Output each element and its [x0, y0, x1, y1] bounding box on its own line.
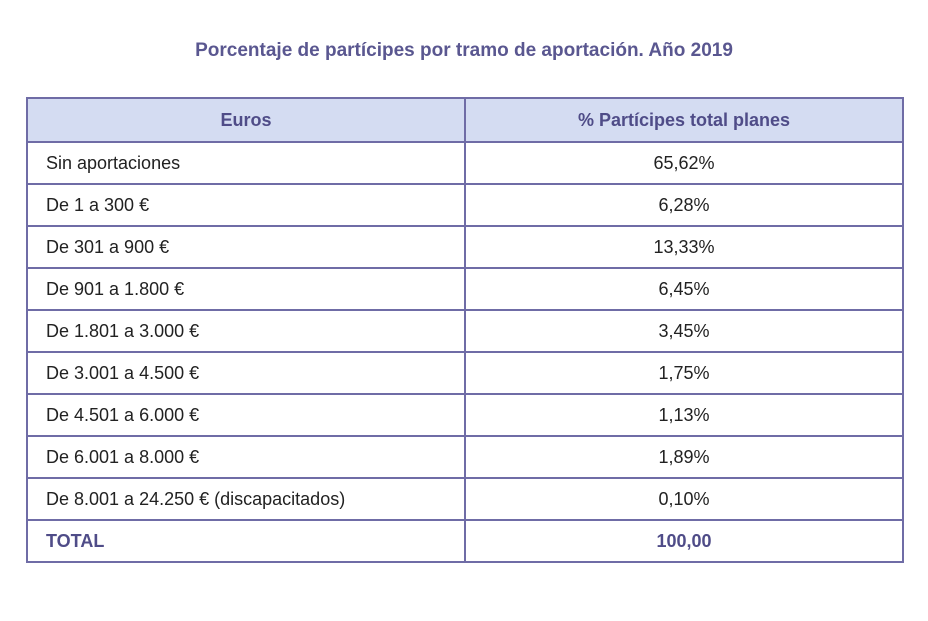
participants-table: Euros % Partícipes total planes Sin apor… — [26, 97, 904, 563]
percent-cell: 6,45% — [464, 267, 904, 311]
percent-cell: 1,75% — [464, 351, 904, 395]
percent-cell: 0,10% — [464, 477, 904, 521]
column-header-euros: Euros — [26, 97, 466, 143]
tramo-cell: De 901 a 1.800 € — [26, 267, 466, 311]
percent-cell: 3,45% — [464, 309, 904, 353]
tramo-cell: De 6.001 a 8.000 € — [26, 435, 466, 479]
tramo-cell: De 1.801 a 3.000 € — [26, 309, 466, 353]
tramo-cell: De 8.001 a 24.250 € (discapacitados) — [26, 477, 466, 521]
table-row: De 901 a 1.800 €6,45% — [26, 267, 904, 311]
table-title: Porcentaje de partícipes por tramo de ap… — [195, 40, 733, 61]
percent-cell: 1,13% — [464, 393, 904, 437]
percent-cell: 100,00 — [464, 519, 904, 563]
percent-cell: 1,89% — [464, 435, 904, 479]
tramo-cell: De 301 a 900 € — [26, 225, 466, 269]
percent-cell: 6,28% — [464, 183, 904, 227]
table-row: De 3.001 a 4.500 €1,75% — [26, 351, 904, 395]
table-row: De 6.001 a 8.000 €1,89% — [26, 435, 904, 479]
tramo-cell: Sin aportaciones — [26, 141, 466, 185]
table-row: De 1.801 a 3.000 €3,45% — [26, 309, 904, 353]
percent-cell: 65,62% — [464, 141, 904, 185]
table-row: Sin aportaciones 65,62% — [26, 141, 904, 185]
header-row: Euros % Partícipes total planes — [26, 97, 904, 143]
total-row: TOTAL 100,00 — [26, 519, 904, 563]
tramo-cell: De 3.001 a 4.500 € — [26, 351, 466, 395]
tramo-cell: De 1 a 300 € — [26, 183, 466, 227]
table-row: De 301 a 900 €13,33% — [26, 225, 904, 269]
table-row: De 8.001 a 24.250 € (discapacitados) 0,10… — [26, 477, 904, 521]
column-header-percent: % Partícipes total planes — [464, 97, 904, 143]
percent-cell: 13,33% — [464, 225, 904, 269]
table-row: De 1 a 300 €6,28% — [26, 183, 904, 227]
tramo-cell: De 4.501 a 6.000 € — [26, 393, 466, 437]
tramo-cell: TOTAL — [26, 519, 466, 563]
table-row: De 4.501 a 6.000 €1,13% — [26, 393, 904, 437]
